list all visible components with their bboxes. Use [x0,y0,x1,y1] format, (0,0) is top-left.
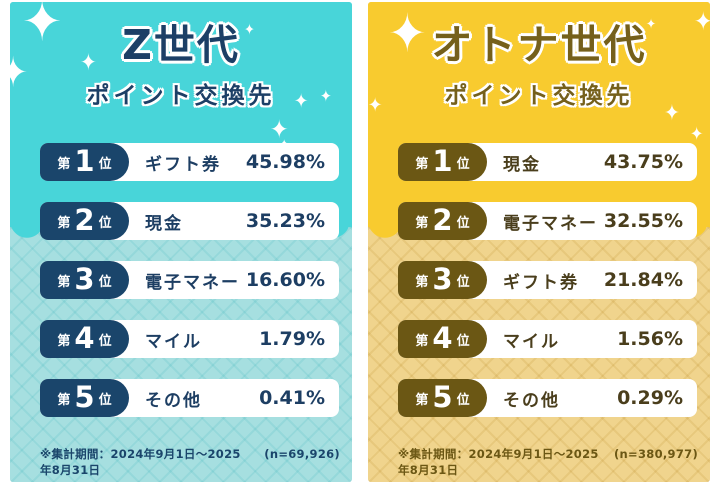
survey-period: ※集計期間：2024年9月1日～2025年8月31日 [40,447,241,478]
rank-suffix: 位 [456,274,470,290]
rank-row-4: 第 4 位 マイル 1.79% [40,320,339,359]
rank-prefix: 第 [57,333,71,349]
rank-row-3: 第 3 位 ギフト券 21.84% [398,261,697,300]
rank-percentage: 16.60% [245,269,325,292]
rank-suffix: 位 [456,215,470,231]
rank-suffix: 位 [98,333,112,349]
rank-number: 1 [432,143,453,178]
rank-row-2: 第 2 位 現金 35.23% [40,202,339,241]
rank-percentage: 1.56% [617,328,683,351]
gen-z-panel: ✦ ✦ ✦ ✦ ✦ ✦ ✦ ✦ Z世代 ポイント交換先 第 1 位 ギフト券 4… [10,2,352,482]
rank-label: 現金 [503,154,541,175]
rank-badge: 第 2 位 [398,202,487,241]
rank-number: 3 [432,261,453,296]
rank-row-4: 第 4 位 マイル 1.56% [398,320,697,359]
rank-number: 1 [74,143,95,178]
panel-subtitle: ポイント交換先 [444,83,634,110]
rank-label: その他 [145,390,202,411]
rank-suffix: 位 [456,333,470,349]
rank-badge: 第 5 位 [40,379,129,418]
rank-badge: 第 5 位 [398,379,487,418]
rank-badge: 第 3 位 [40,261,129,300]
panel-title: Z世代 [122,21,240,69]
rank-percentage: 35.23% [245,210,325,233]
rank-label: ギフト券 [145,154,221,175]
rank-percentage: 21.84% [603,269,683,292]
rank-percentage: 1.79% [259,328,325,351]
rank-label: 現金 [145,213,183,234]
rank-label: その他 [503,390,560,411]
rank-prefix: 第 [415,392,429,408]
rank-suffix: 位 [98,392,112,408]
sample-size: (n=69,926) [264,447,340,462]
rank-label: 電子マネー [503,213,598,234]
rank-label: マイル [503,331,560,352]
rank-label: マイル [145,331,202,352]
rank-prefix: 第 [57,392,71,408]
sample-size: (n=380,977) [613,447,698,462]
panel-title: オトナ世代 [431,21,647,69]
rank-row-1: 第 1 位 ギフト券 45.98% [40,143,339,182]
rank-prefix: 第 [57,156,71,172]
footnote: ※集計期間：2024年9月1日～2025年8月31日 (n=380,977) [368,446,710,478]
rank-percentage: 0.41% [259,387,325,410]
rank-row-1: 第 1 位 現金 43.75% [398,143,697,182]
rank-badge: 第 3 位 [398,261,487,300]
rank-percentage: 32.55% [603,210,683,233]
rank-suffix: 位 [98,156,112,172]
rank-percentage: 45.98% [245,151,325,174]
rank-number: 5 [74,379,95,414]
rank-prefix: 第 [415,156,429,172]
rank-row-2: 第 2 位 電子マネー 32.55% [398,202,697,241]
otona-panel: ✦ ✦ ✦ ✦ ✦ ✦ オトナ世代 ポイント交換先 第 1 位 現金 43.75… [368,2,710,482]
rank-number: 4 [432,320,453,355]
rank-badge: 第 4 位 [40,320,129,359]
rank-row-3: 第 3 位 電子マネー 16.60% [40,261,339,300]
rank-badge: 第 1 位 [398,143,487,182]
rank-prefix: 第 [57,215,71,231]
rank-number: 2 [432,202,453,237]
rank-label: 電子マネー [145,272,240,293]
rank-suffix: 位 [456,156,470,172]
rank-suffix: 位 [456,392,470,408]
rank-label: ギフト券 [503,272,579,293]
rank-number: 3 [74,261,95,296]
rank-number: 2 [74,202,95,237]
ranking-list: 第 1 位 ギフト券 45.98% 第 2 位 現金 35.23% [40,143,339,418]
ranking-list: 第 1 位 現金 43.75% 第 2 位 電子マネー 32.55% [398,143,697,418]
rank-number: 5 [432,379,453,414]
rank-percentage: 43.75% [603,151,683,174]
survey-period: ※集計期間：2024年9月1日～2025年8月31日 [398,447,599,478]
rank-prefix: 第 [415,274,429,290]
rank-prefix: 第 [415,215,429,231]
rank-suffix: 位 [98,274,112,290]
panel-subtitle: ポイント交換先 [86,83,276,110]
rank-prefix: 第 [57,274,71,290]
rank-badge: 第 1 位 [40,143,129,182]
rank-percentage: 0.29% [617,387,683,410]
rank-badge: 第 2 位 [40,202,129,241]
rank-row-5: 第 5 位 その他 0.41% [40,379,339,418]
rank-number: 4 [74,320,95,355]
rank-badge: 第 4 位 [398,320,487,359]
rank-suffix: 位 [98,215,112,231]
rank-prefix: 第 [415,333,429,349]
rank-row-5: 第 5 位 その他 0.29% [398,379,697,418]
panel-header-background [368,2,710,240]
footnote: ※集計期間：2024年9月1日～2025年8月31日 (n=69,926) [10,446,352,478]
